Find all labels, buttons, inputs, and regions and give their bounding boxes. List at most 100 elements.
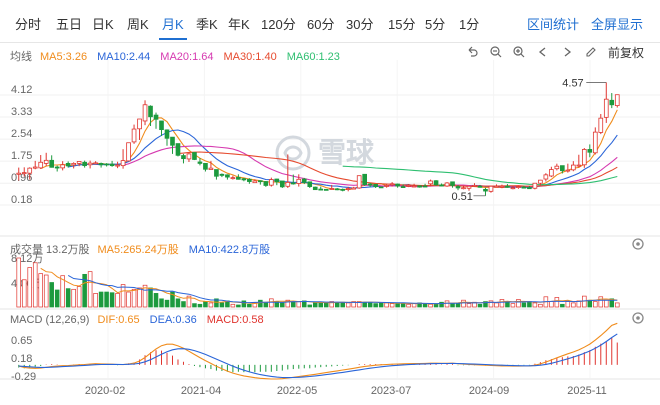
candle-body [186, 153, 192, 160]
volume-bar [164, 299, 170, 308]
candle-body [208, 167, 214, 170]
volume-bar [488, 300, 494, 308]
volume-bar [439, 301, 444, 308]
scroll-left-icon[interactable] [537, 46, 549, 61]
tab-8[interactable]: 60分 [307, 17, 335, 32]
volume-bar [499, 299, 505, 308]
volume-bar [43, 274, 49, 308]
volume-bar [444, 300, 450, 308]
candle-body [516, 186, 521, 188]
tab-11[interactable]: 5分 [425, 17, 446, 32]
price-tick-label: 0.96 [11, 172, 32, 184]
candle-body [16, 172, 22, 175]
volume-bar [356, 301, 362, 308]
volume-bar [450, 303, 455, 308]
volume-bar [411, 303, 417, 308]
settings-icon[interactable] [632, 312, 644, 324]
candle-body [197, 161, 203, 164]
tab-7[interactable]: 120分 [261, 17, 296, 32]
volume-bar [378, 302, 384, 308]
volume-bar [593, 301, 598, 308]
tab-9[interactable]: 30分 [346, 17, 374, 32]
price-tick-label: 0.18 [11, 194, 32, 206]
volume-bar [60, 275, 65, 308]
time-tick-label: 2021-04 [181, 385, 221, 397]
volume-bar [494, 302, 499, 308]
candle-body [38, 161, 44, 169]
tab-4[interactable]: 月K [162, 17, 184, 32]
time-tick-label: 2023-07 [371, 385, 411, 397]
candle-body [554, 165, 560, 170]
settings-icon[interactable] [632, 238, 644, 250]
fullscreen-button[interactable]: 全屏显示 [591, 17, 644, 32]
tab-5[interactable]: 季K [196, 17, 218, 32]
time-tick-label: 2024-09 [469, 385, 509, 397]
tab-1[interactable]: 五日 [56, 17, 83, 32]
volume-bar [422, 303, 428, 308]
volume-bar [252, 302, 258, 308]
volume-bar [104, 291, 109, 308]
candle-body [510, 187, 516, 190]
volume-bar [395, 303, 400, 308]
tab-3[interactable]: 周K [127, 17, 149, 32]
macd-lines [18, 322, 618, 380]
zoom-in-icon[interactable] [513, 46, 525, 61]
volume-bar [236, 304, 241, 308]
candle-body [43, 159, 49, 164]
candle-body [609, 99, 615, 106]
ma-legend: 均线 MA5:3.26 MA10:2.44 MA20:1.64 MA30:1.40 MA6… [10, 48, 350, 64]
range-stats-button[interactable]: 区间统计 [527, 17, 580, 32]
volume-bar [560, 303, 565, 308]
volume-bar [532, 302, 538, 308]
tab-12[interactable]: 1分 [459, 17, 480, 32]
volume-bar [192, 303, 197, 308]
candle-body [71, 163, 76, 166]
volume-bar [477, 303, 483, 308]
candle-body [296, 178, 302, 184]
volume-bar [148, 287, 153, 308]
candle-body [488, 185, 494, 192]
candle-body [142, 104, 148, 122]
macd-legend: MACD (12,26,9) DIF:0.65 DEA:0.36 MACD:0.58 [10, 314, 274, 326]
tab-6[interactable]: 年K [228, 17, 250, 32]
volume-ma5-line [40, 267, 618, 305]
candle-body [439, 184, 444, 187]
candle-body [571, 164, 576, 171]
tab-0[interactable]: 分时 [15, 17, 42, 32]
volume-bar [120, 284, 126, 308]
candle-body [494, 185, 499, 188]
zoom-out-icon[interactable] [490, 46, 502, 61]
volume-bar [214, 298, 219, 308]
candle-body [549, 169, 554, 177]
volume-bars [16, 257, 620, 308]
adjust-mode-select[interactable]: 前复权 [607, 46, 644, 60]
volume-bar [109, 292, 115, 308]
volume-bar [516, 299, 521, 308]
undo-icon[interactable] [466, 46, 478, 61]
candle-body [269, 179, 274, 186]
candle-body [104, 163, 109, 166]
volume-bar [219, 302, 225, 308]
draw-tool-icon[interactable] [585, 46, 597, 61]
candle-body [499, 185, 505, 188]
tab-10[interactable]: 15分 [388, 17, 416, 32]
candle-body [49, 159, 55, 168]
scroll-right-icon[interactable] [561, 46, 573, 61]
volume-bar [159, 298, 164, 308]
volume-bar [455, 303, 461, 308]
candle-body [60, 164, 65, 169]
volume-bar [433, 303, 439, 308]
low-label: 0.51 [451, 191, 472, 203]
candle-body [603, 98, 609, 118]
tab-2[interactable]: 日K [92, 17, 114, 32]
candle-body [560, 165, 565, 172]
candle-body [329, 188, 335, 190]
candle-body [175, 143, 181, 156]
volume-bar [302, 300, 307, 308]
volume-bar [285, 299, 291, 308]
volume-bar [65, 288, 71, 308]
candle-body [307, 181, 313, 187]
candle-body [334, 188, 340, 191]
candle-body [543, 174, 549, 180]
